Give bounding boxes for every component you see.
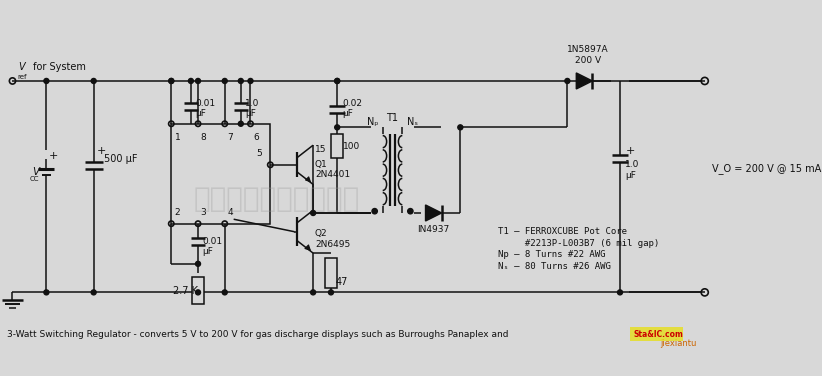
Text: 1.0
μF: 1.0 μF <box>245 99 260 118</box>
Text: 杭州将震科技有限公司: 杭州将震科技有限公司 <box>193 185 360 213</box>
Text: V: V <box>18 62 25 72</box>
Bar <box>630 327 683 341</box>
Text: T1 – FERROXCUBE Pot Core: T1 – FERROXCUBE Pot Core <box>498 227 627 236</box>
Bar <box>331 135 344 158</box>
Text: 3: 3 <box>201 208 206 217</box>
Text: 6: 6 <box>253 133 259 142</box>
Circle shape <box>372 209 377 214</box>
Text: 1: 1 <box>175 133 181 142</box>
Polygon shape <box>426 205 441 221</box>
Text: 2: 2 <box>175 208 181 217</box>
Text: 8: 8 <box>201 133 206 142</box>
Text: for System: for System <box>30 62 86 72</box>
Text: #2213P-L003B7 (6 mil gap): #2213P-L003B7 (6 mil gap) <box>498 239 659 248</box>
Text: 7: 7 <box>228 133 233 142</box>
Circle shape <box>196 79 201 83</box>
Circle shape <box>169 79 173 83</box>
Text: 5: 5 <box>256 149 261 158</box>
Text: 0.01
μF: 0.01 μF <box>196 99 215 118</box>
Text: Q1
2N4401: Q1 2N4401 <box>315 159 350 179</box>
Bar <box>325 258 337 288</box>
Text: +: + <box>96 146 106 156</box>
Text: 0.01
μF: 0.01 μF <box>202 237 223 256</box>
Circle shape <box>311 211 316 215</box>
Text: Nₛ – 80 Turns #26 AWG: Nₛ – 80 Turns #26 AWG <box>498 262 611 271</box>
Text: 500 μF: 500 μF <box>104 153 138 164</box>
Circle shape <box>188 79 193 83</box>
Circle shape <box>335 125 339 130</box>
Text: 47: 47 <box>335 277 348 287</box>
Text: Q2
2N6495: Q2 2N6495 <box>315 229 350 249</box>
Circle shape <box>238 121 243 126</box>
Text: IN4937: IN4937 <box>418 226 450 235</box>
Circle shape <box>617 290 622 295</box>
Text: +: + <box>626 146 635 156</box>
Text: 1N5897A
200 V: 1N5897A 200 V <box>567 45 608 65</box>
Text: 3-Watt Switching Regulator - converts 5 V to 200 V for gas discharge displays su: 3-Watt Switching Regulator - converts 5 … <box>7 330 509 339</box>
Text: jiexiantu: jiexiantu <box>660 339 696 348</box>
Circle shape <box>335 79 339 83</box>
Circle shape <box>91 79 96 83</box>
Text: T1: T1 <box>386 114 399 123</box>
Circle shape <box>248 79 253 83</box>
Text: Np – 8 Turns #22 AWG: Np – 8 Turns #22 AWG <box>498 250 605 259</box>
Text: V_O = 200 V @ 15 mA: V_O = 200 V @ 15 mA <box>712 163 821 174</box>
Circle shape <box>91 290 96 295</box>
Circle shape <box>408 209 413 214</box>
Text: 4: 4 <box>228 208 233 217</box>
Text: 15: 15 <box>315 145 326 154</box>
Circle shape <box>238 79 243 83</box>
Circle shape <box>222 79 227 83</box>
Text: Nₚ: Nₚ <box>367 117 379 127</box>
Circle shape <box>311 290 316 295</box>
Bar <box>171 124 270 224</box>
Text: CC: CC <box>30 176 39 182</box>
Text: 2.7 K: 2.7 K <box>173 286 198 296</box>
Text: V: V <box>32 167 39 177</box>
Text: Sta&lC.com: Sta&lC.com <box>634 330 683 339</box>
Circle shape <box>458 125 463 130</box>
Text: ref: ref <box>18 74 27 80</box>
Circle shape <box>169 79 173 83</box>
Circle shape <box>196 290 201 295</box>
Circle shape <box>335 79 339 83</box>
Text: 0.02
μF: 0.02 μF <box>343 99 363 118</box>
Circle shape <box>196 261 201 266</box>
Polygon shape <box>576 73 593 89</box>
Circle shape <box>222 290 227 295</box>
Text: 100: 100 <box>343 142 360 150</box>
Text: Nₛ: Nₛ <box>407 117 418 127</box>
Circle shape <box>565 79 570 83</box>
Circle shape <box>44 79 48 83</box>
Circle shape <box>329 290 334 295</box>
Bar <box>192 277 204 304</box>
Text: +: + <box>49 151 58 161</box>
Circle shape <box>44 290 48 295</box>
Text: 1.0
μF: 1.0 μF <box>626 160 640 180</box>
